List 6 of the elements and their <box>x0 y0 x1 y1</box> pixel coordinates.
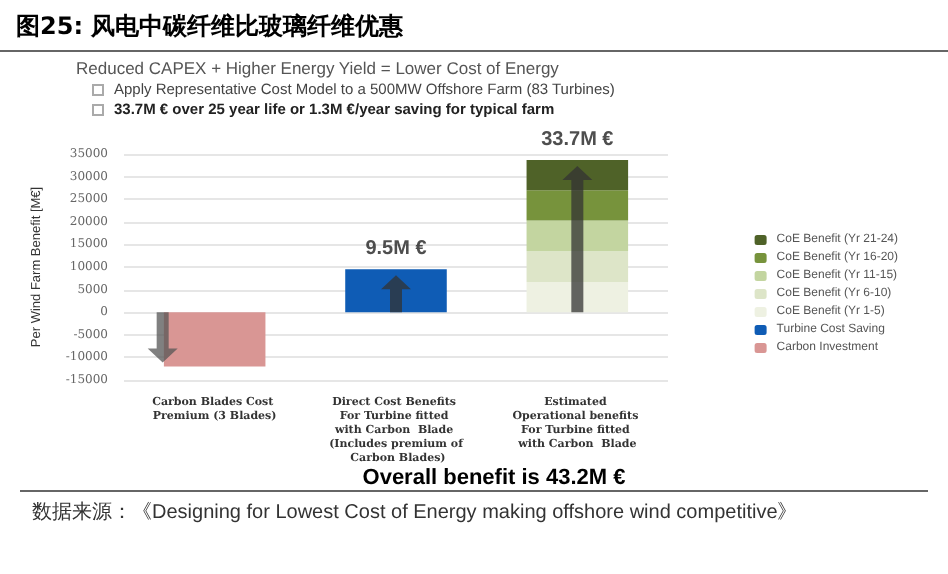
chart-subtitle: Reduced CAPEX + Higher Energy Yield = Lower Cost of Energy <box>76 58 561 78</box>
total-label: 9.5M € <box>365 238 428 261</box>
source-note: 数据来源：《Designing for Lowest Cost of Energy making offshore wind competitive》 <box>32 499 800 526</box>
total-label: 33.7M € <box>541 128 615 151</box>
chart-title: 图25: 风电中碳纤维比玻璃纤维优惠 <box>0 0 948 52</box>
text: Overall benefit is 43.2M € <box>20 466 928 492</box>
